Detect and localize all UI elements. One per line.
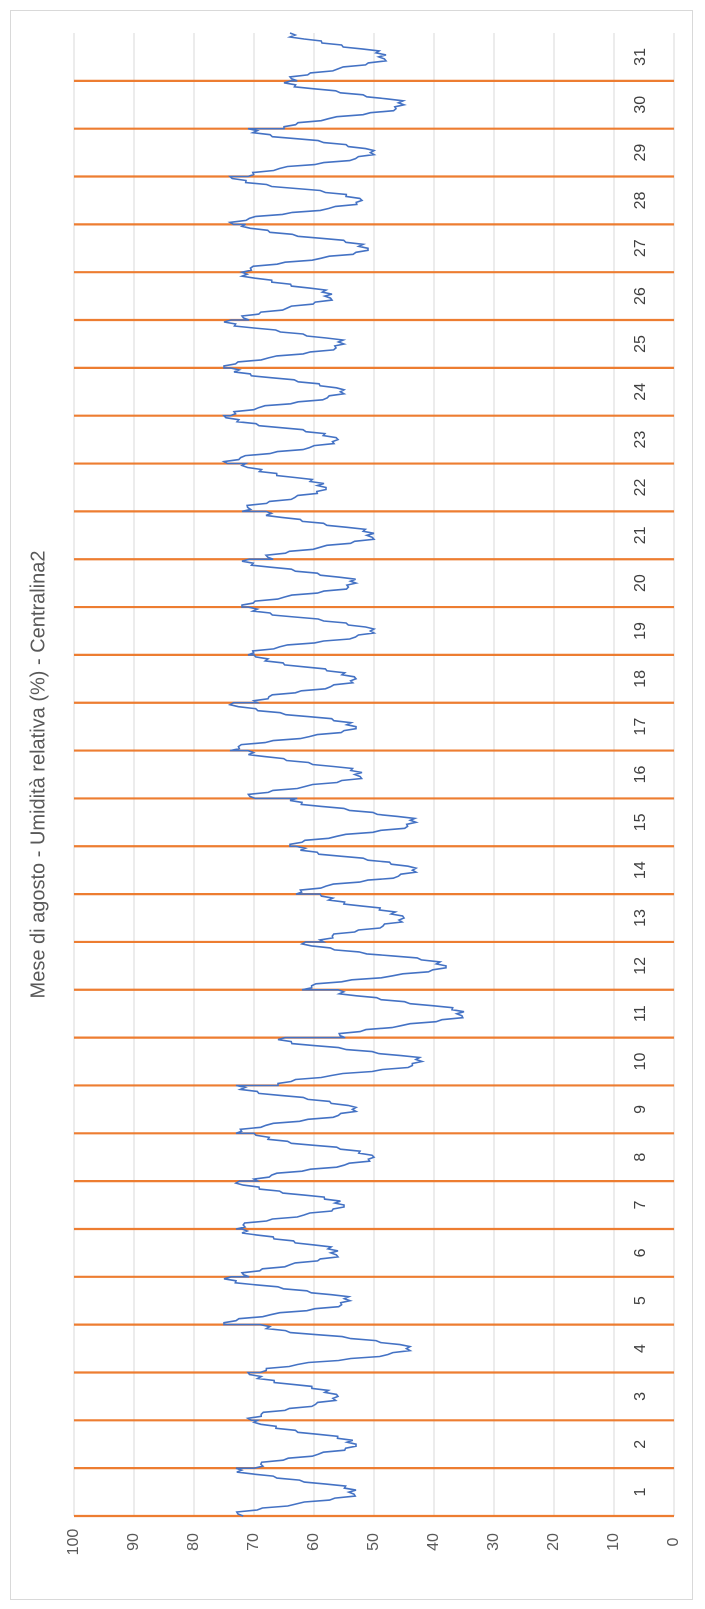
y-axis-ticks: 100 90 80 70 60 50 40 30 20 10 0 (65, 1529, 682, 1556)
x-tick-label: 6 (632, 1248, 649, 1257)
x-tick-label: 30 (632, 96, 649, 114)
x-tick-label: 11 (632, 1005, 649, 1022)
y-tick-label: 100 (65, 1529, 82, 1556)
x-tick-label: 10 (632, 1053, 649, 1071)
x-tick-label: 3 (632, 1392, 649, 1401)
x-tick-label: 23 (632, 431, 649, 449)
x-tick-label: 22 (632, 478, 649, 496)
y-tick-label: 60 (305, 1533, 322, 1551)
x-tick-label: 20 (632, 574, 649, 592)
x-tick-label: 5 (632, 1296, 649, 1305)
y-tick-label: 30 (485, 1533, 502, 1551)
y-tick-label: 80 (185, 1533, 202, 1551)
y-tick-label: 90 (125, 1533, 142, 1551)
x-tick-label: 9 (632, 1105, 649, 1114)
day-separators (74, 79, 674, 1518)
y-tick-label: 70 (245, 1533, 262, 1551)
chart-title: Mese di agosto - Umidità relativa (%) - … (27, 551, 49, 999)
y-tick-label: 10 (605, 1533, 622, 1551)
humidity-chart: Mese di agosto - Umidità relativa (%) - … (27, 32, 682, 1556)
x-tick-label: 18 (632, 670, 649, 688)
x-tick-label: 2 (632, 1440, 649, 1449)
x-tick-label: 27 (632, 239, 649, 257)
x-tick-label: 19 (632, 622, 649, 640)
x-tick-label: 21 (632, 526, 649, 544)
x-axis-ticks: 1234567891011121314151617181920212223242… (632, 48, 649, 1497)
x-tick-label: 12 (632, 957, 649, 975)
x-tick-label: 31 (632, 48, 649, 66)
x-tick-label: 15 (632, 813, 649, 831)
y-tick-label: 50 (365, 1533, 382, 1551)
chart-frame: Mese di agosto - Umidità relativa (%) - … (10, 10, 693, 1600)
y-tick-label: 40 (425, 1533, 442, 1551)
y-tick-label: 20 (545, 1533, 562, 1551)
y-tick-label: 0 (665, 1537, 682, 1546)
x-tick-label: 7 (632, 1201, 649, 1210)
x-tick-label: 28 (632, 191, 649, 209)
x-tick-label: 8 (632, 1153, 649, 1162)
series-layer (221, 32, 465, 1517)
x-tick-label: 29 (632, 144, 649, 162)
series-line-humidity (221, 32, 465, 1517)
x-tick-label: 13 (632, 909, 649, 927)
x-tick-label: 1 (632, 1488, 649, 1497)
x-tick-label: 14 (632, 861, 649, 879)
x-tick-label: 25 (632, 335, 649, 353)
x-tick-label: 16 (632, 766, 649, 784)
gridlines (73, 33, 675, 1517)
x-tick-label: 26 (632, 287, 649, 305)
x-tick-label: 4 (632, 1344, 649, 1353)
x-tick-label: 24 (632, 383, 649, 401)
x-tick-label: 17 (632, 718, 649, 736)
